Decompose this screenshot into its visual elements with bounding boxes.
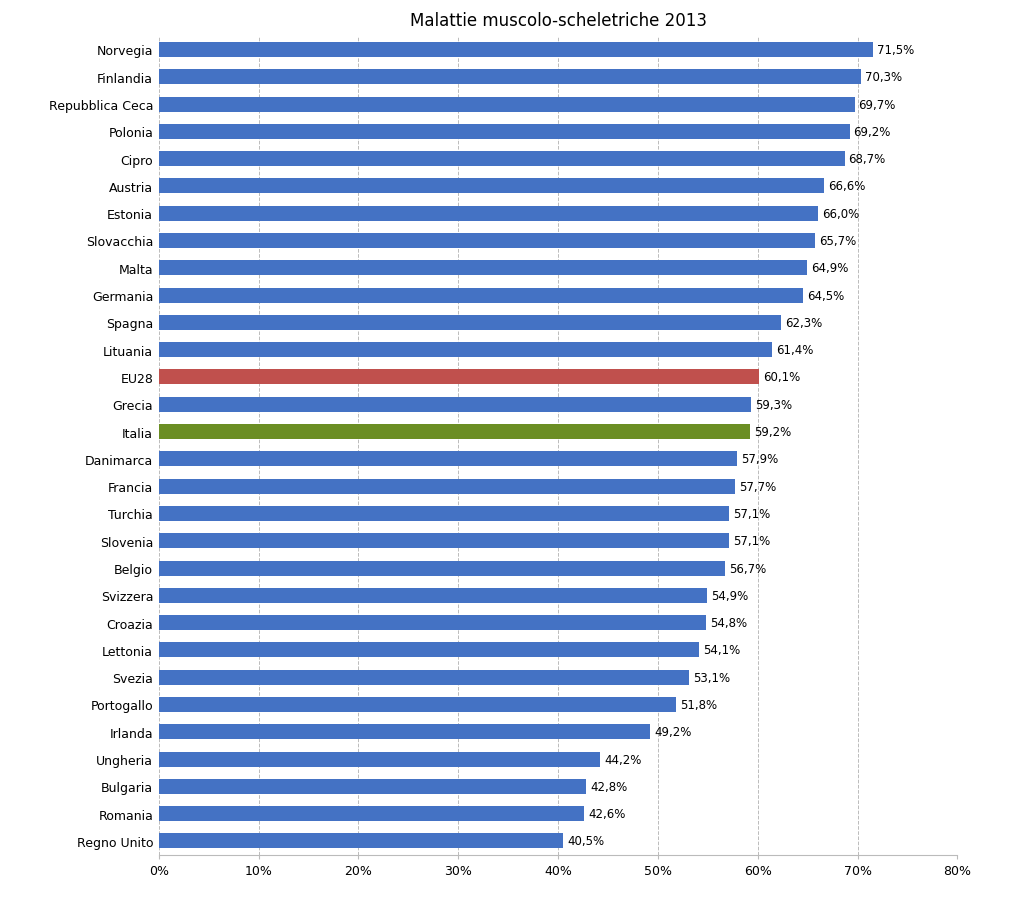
Text: 54,1%: 54,1% <box>702 643 740 657</box>
Text: 64,5%: 64,5% <box>807 289 844 302</box>
Text: 57,7%: 57,7% <box>738 480 776 494</box>
Bar <box>159 315 780 331</box>
Bar <box>159 289 803 303</box>
Text: 40,5%: 40,5% <box>567 834 604 847</box>
Text: 42,8%: 42,8% <box>590 780 628 793</box>
Text: 60,1%: 60,1% <box>763 371 800 384</box>
Text: 65,7%: 65,7% <box>818 234 856 248</box>
Bar <box>159 261 807 276</box>
Bar <box>159 479 735 494</box>
Bar <box>159 370 759 385</box>
Text: 61,4%: 61,4% <box>776 344 813 357</box>
Bar <box>159 642 698 658</box>
Bar <box>159 698 676 712</box>
Text: 51,8%: 51,8% <box>680 698 717 711</box>
Text: 70,3%: 70,3% <box>864 71 902 85</box>
Text: 69,7%: 69,7% <box>858 98 896 111</box>
Bar <box>159 506 729 521</box>
Bar <box>159 752 600 766</box>
Text: 64,9%: 64,9% <box>811 262 848 275</box>
Bar <box>159 452 737 467</box>
Bar <box>159 534 729 549</box>
Text: 57,9%: 57,9% <box>740 453 778 466</box>
Text: 69,2%: 69,2% <box>854 126 891 139</box>
Text: 49,2%: 49,2% <box>654 725 691 739</box>
Text: 44,2%: 44,2% <box>604 753 641 766</box>
Text: 59,2%: 59,2% <box>754 425 791 438</box>
Bar <box>159 806 584 822</box>
Text: 54,9%: 54,9% <box>711 589 749 602</box>
Text: 62,3%: 62,3% <box>784 316 822 330</box>
Bar <box>159 616 706 630</box>
Text: 57,1%: 57,1% <box>733 535 770 548</box>
Bar <box>159 179 823 194</box>
Bar <box>159 152 845 167</box>
Title: Malattie muscolo-scheletriche 2013: Malattie muscolo-scheletriche 2013 <box>410 12 707 29</box>
Bar <box>159 207 818 221</box>
Text: 71,5%: 71,5% <box>877 44 913 57</box>
Text: 66,0%: 66,0% <box>821 208 859 221</box>
Bar <box>159 670 689 685</box>
Bar <box>159 425 750 439</box>
Text: 68,7%: 68,7% <box>849 153 886 166</box>
Text: 54,8%: 54,8% <box>710 617 746 630</box>
Text: 66,6%: 66,6% <box>827 180 865 193</box>
Bar <box>159 43 872 58</box>
Bar <box>159 779 586 794</box>
Bar <box>159 724 650 740</box>
Bar <box>159 561 725 576</box>
Text: 59,3%: 59,3% <box>755 398 792 412</box>
Bar <box>159 125 850 140</box>
Bar <box>159 343 772 357</box>
Bar <box>159 233 815 249</box>
Text: 53,1%: 53,1% <box>693 671 730 684</box>
Text: 57,1%: 57,1% <box>733 507 770 520</box>
Bar <box>159 70 860 85</box>
Bar <box>159 397 751 413</box>
Text: 42,6%: 42,6% <box>588 807 626 821</box>
Bar <box>159 588 707 603</box>
Bar <box>159 834 563 848</box>
Bar <box>159 97 855 112</box>
Text: 56,7%: 56,7% <box>729 562 766 575</box>
